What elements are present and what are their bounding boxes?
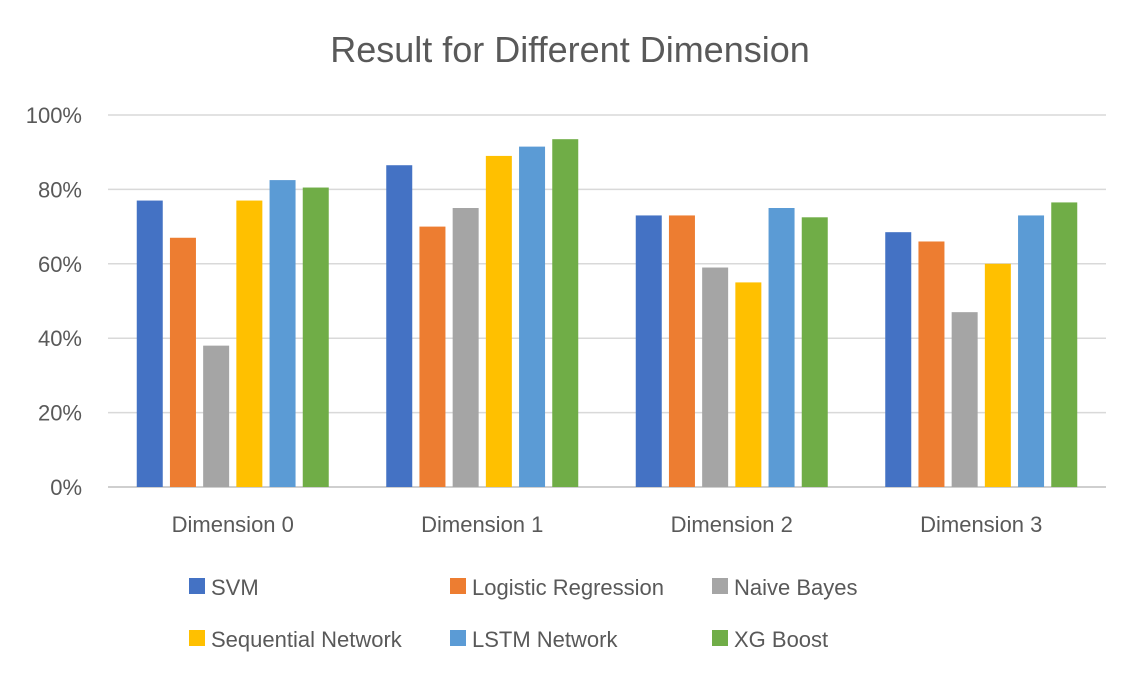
bar — [951, 312, 978, 487]
y-axis-ticks: 0% 20% 40% 60% 80% 100% — [26, 103, 82, 500]
y-tick-label: 20% — [38, 401, 82, 426]
x-category-label: Dimension 1 — [421, 512, 543, 537]
legend-label: Logistic Regression — [472, 575, 664, 600]
bar — [419, 226, 446, 487]
bar — [1051, 202, 1078, 488]
legend-swatch — [450, 630, 466, 646]
legend-swatch — [712, 578, 728, 594]
bar — [801, 217, 828, 488]
legend-label: XG Boost — [734, 627, 828, 652]
bar — [918, 241, 945, 487]
bar — [668, 215, 695, 487]
bar — [269, 180, 296, 487]
x-category-label: Dimension 0 — [172, 512, 294, 537]
bar — [203, 345, 230, 487]
bar — [302, 187, 329, 488]
y-tick-label: 60% — [38, 252, 82, 277]
bar — [702, 267, 729, 487]
bar — [485, 155, 512, 488]
y-tick-label: 100% — [26, 103, 82, 128]
bars — [136, 139, 1078, 488]
bar — [519, 146, 546, 487]
legend-swatch — [712, 630, 728, 646]
bar — [735, 282, 762, 487]
x-axis-categories: Dimension 0 Dimension 1 Dimension 2 Dimensi… — [172, 512, 1043, 537]
legend-label: SVM — [211, 575, 259, 600]
bar — [1018, 215, 1045, 487]
bar — [984, 263, 1011, 487]
legend-label: Naive Bayes — [734, 575, 858, 600]
bar — [386, 165, 413, 487]
legend-swatch — [450, 578, 466, 594]
bar — [136, 200, 163, 487]
bar — [768, 208, 795, 487]
y-tick-label: 80% — [38, 177, 82, 202]
bar — [552, 139, 579, 487]
bar — [635, 215, 662, 487]
y-tick-label: 40% — [38, 326, 82, 351]
y-tick-label: 0% — [50, 475, 82, 500]
bar — [885, 232, 912, 487]
bar — [236, 200, 263, 487]
bar — [452, 208, 479, 487]
bar — [169, 237, 196, 487]
legend: SVM Logistic Regression Naive Bayes Sequent… — [189, 575, 858, 652]
legend-label: Sequential Network — [211, 627, 403, 652]
legend-swatch — [189, 630, 205, 646]
x-category-label: Dimension 3 — [920, 512, 1042, 537]
legend-label: LSTM Network — [472, 627, 618, 652]
legend-swatch — [189, 578, 205, 594]
x-category-label: Dimension 2 — [671, 512, 793, 537]
chart-title: Result for Different Dimension — [330, 29, 810, 70]
